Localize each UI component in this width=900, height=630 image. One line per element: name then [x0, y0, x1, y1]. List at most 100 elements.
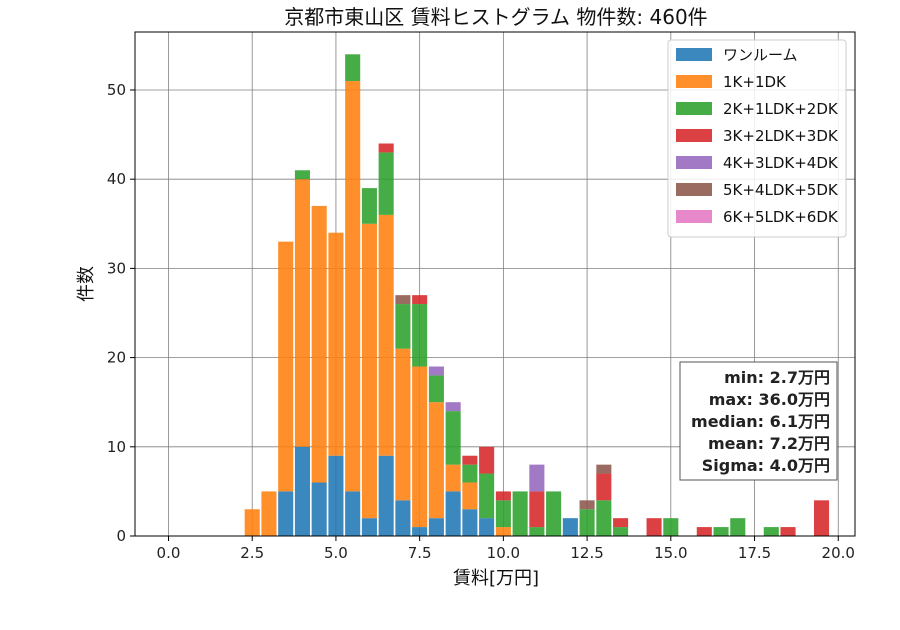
stats-line: mean: 7.2万円: [708, 434, 830, 453]
histogram-bar: [562, 518, 578, 536]
histogram-bar: [261, 491, 277, 536]
x-tick-label: 20.0: [822, 544, 855, 562]
y-tick-label: 30: [107, 259, 126, 277]
histogram-bar: [294, 170, 310, 180]
histogram-bar: [445, 464, 461, 492]
histogram-bar: [579, 500, 595, 510]
legend-swatch: [676, 75, 712, 88]
stats-line: min: 2.7万円: [724, 368, 830, 387]
histogram-bar: [311, 482, 327, 536]
legend-label: 3K+2LDK+3DK: [723, 127, 839, 145]
histogram-bar: [512, 491, 528, 536]
histogram-bar: [646, 518, 662, 536]
bars: [244, 54, 830, 536]
x-tick-label: 17.5: [738, 544, 771, 562]
histogram-bar: [529, 491, 545, 528]
legend-box: [667, 39, 847, 238]
histogram-bar: [328, 232, 344, 456]
histogram-bar: [345, 491, 361, 536]
y-tick-label: 40: [107, 170, 126, 188]
legend: ワンルーム 1K+1DK 2K+1LDK+2DK 3K+2LDK+3DK 4K+3LDK…: [667, 39, 847, 238]
histogram-bar: [328, 455, 344, 536]
histogram-bar: [361, 223, 377, 519]
histogram-bar: [479, 518, 495, 536]
histogram-bar: [412, 295, 428, 305]
histogram-bar: [479, 446, 495, 474]
histogram-bar: [294, 179, 310, 447]
histogram-bar: [311, 205, 327, 483]
axis-ticks: 0.0 2.5 5.0 7.5 10.0 12.5 15.0 17.5 20.0 0 10 20 30 4…: [107, 81, 855, 562]
histogram-bar: [378, 455, 394, 536]
histogram-bar: [412, 366, 428, 528]
histogram-bar: [596, 500, 612, 536]
x-tick-label: 5.0: [324, 544, 348, 562]
histogram-bar: [462, 509, 478, 536]
histogram-bar: [613, 527, 629, 536]
histogram-bar: [596, 464, 612, 474]
x-tick-label: 2.5: [240, 544, 264, 562]
histogram-bar: [428, 518, 444, 536]
histogram-bar: [395, 295, 411, 305]
y-tick-label: 0: [116, 527, 126, 545]
histogram-bar: [345, 81, 361, 492]
histogram-bar: [613, 518, 629, 528]
stats-box: min: 2.7万円 max: 36.0万円 median: 6.1万円 mean: …: [679, 361, 838, 481]
histogram-bar: [428, 366, 444, 376]
stats-line: max: 36.0万円: [709, 390, 830, 409]
chart-title: 京都市東山区 賃料ヒストグラム 物件数: 460件: [284, 5, 707, 29]
histogram-bar: [345, 54, 361, 82]
legend-swatch: [676, 129, 712, 142]
histogram-bar: [495, 491, 511, 501]
histogram-bar: [412, 527, 428, 536]
histogram-bar: [529, 527, 545, 536]
legend-label: 1K+1DK: [723, 73, 787, 91]
legend-label: 2K+1LDK+2DK: [723, 100, 839, 118]
histogram-bar: [663, 518, 679, 536]
legend-label: 6K+5LDK+6DK: [723, 208, 839, 226]
legend-label: 4K+3LDK+4DK: [723, 154, 839, 172]
histogram-bar: [445, 402, 461, 412]
x-axis-label: 賃料[万円]: [453, 568, 539, 589]
histogram-bar: [462, 455, 478, 465]
y-tick-label: 10: [107, 438, 126, 456]
x-tick-label: 12.5: [570, 544, 603, 562]
histogram-bar: [462, 482, 478, 510]
histogram-bar: [395, 348, 411, 501]
histogram-bar: [428, 375, 444, 403]
legend-swatch: [676, 156, 712, 169]
y-tick-label: 20: [107, 349, 126, 367]
legend-swatch: [676, 210, 712, 223]
stats-frame: [679, 361, 838, 481]
x-tick-label: 0.0: [157, 544, 181, 562]
legend-label: 5K+4LDK+5DK: [723, 181, 839, 199]
histogram-bar: [412, 304, 428, 367]
histogram-bar: [445, 491, 461, 536]
histogram-bar: [378, 152, 394, 215]
histogram-bar: [495, 500, 511, 528]
histogram-bar: [462, 464, 478, 483]
histogram-bar: [546, 491, 562, 536]
histogram-bar: [395, 304, 411, 349]
histogram-bar: [361, 188, 377, 224]
y-axis-label: 件数: [76, 266, 97, 302]
histogram-bar: [529, 464, 545, 492]
histogram-bar: [730, 518, 746, 536]
histogram-bar: [361, 518, 377, 536]
histogram-bar: [395, 500, 411, 536]
x-tick-label: 7.5: [408, 544, 432, 562]
stats-line: median: 6.1万円: [691, 412, 830, 431]
histogram-bar: [278, 241, 294, 492]
plot-frame: [134, 31, 856, 537]
histogram-bar: [579, 509, 595, 536]
legend-swatch: [676, 48, 712, 61]
histogram-bar: [713, 527, 729, 536]
histogram-bar: [780, 527, 796, 536]
histogram-bar: [378, 214, 394, 456]
histogram-bar: [763, 527, 779, 536]
histogram-bar: [479, 473, 495, 519]
legend-label: ワンルーム: [723, 46, 798, 64]
histogram-bar: [813, 500, 830, 536]
histogram-bar: [495, 527, 511, 536]
histogram-bar: [445, 411, 461, 465]
